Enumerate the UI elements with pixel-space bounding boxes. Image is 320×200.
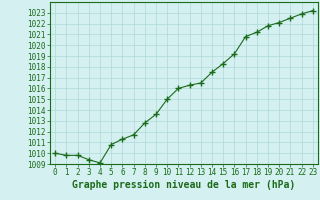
X-axis label: Graphe pression niveau de la mer (hPa): Graphe pression niveau de la mer (hPa) bbox=[72, 180, 296, 190]
